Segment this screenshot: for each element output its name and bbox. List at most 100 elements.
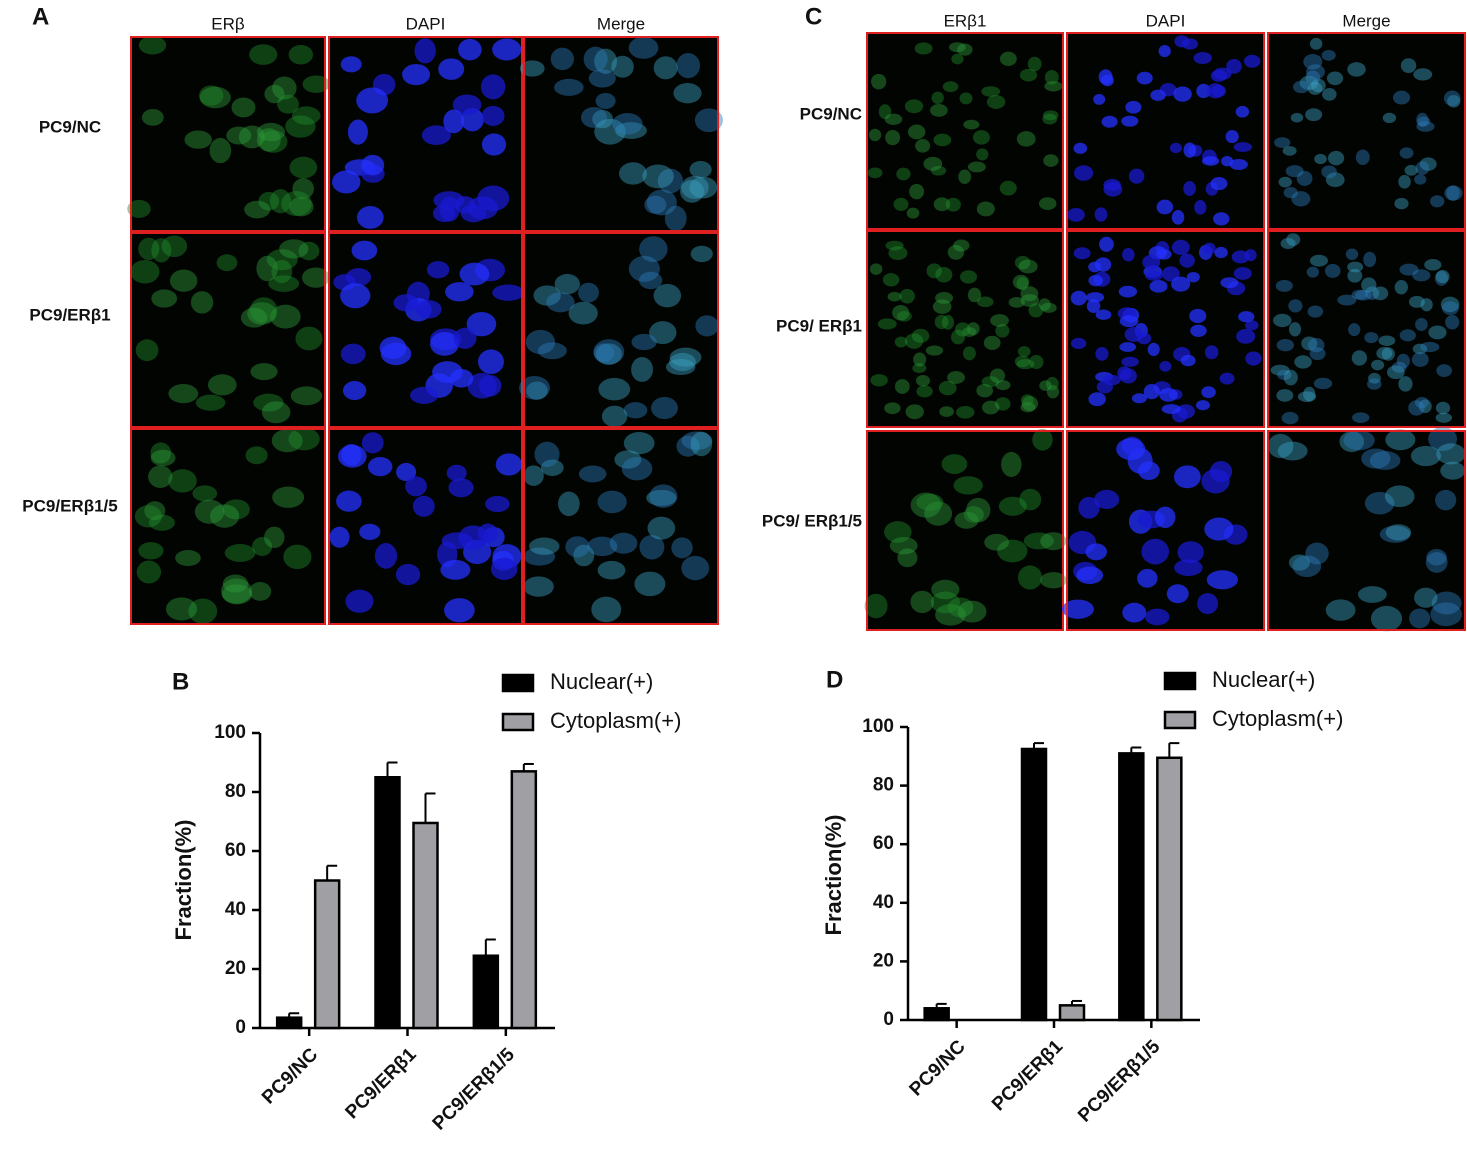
cell — [1288, 299, 1303, 313]
cell — [1186, 271, 1200, 283]
cell — [1158, 44, 1171, 58]
cell — [665, 358, 696, 376]
cell — [184, 130, 212, 149]
cell — [1161, 404, 1181, 414]
cell — [1180, 354, 1196, 367]
cell — [958, 169, 972, 185]
cell — [628, 255, 660, 282]
cell — [165, 597, 198, 621]
cell — [1417, 116, 1431, 127]
cell — [445, 282, 474, 302]
cell — [957, 43, 973, 56]
cell — [995, 324, 1010, 338]
cell — [1088, 392, 1106, 407]
cell — [1174, 35, 1190, 48]
cell — [924, 501, 953, 526]
cell — [221, 578, 252, 604]
cell — [1409, 608, 1431, 629]
cell — [444, 598, 475, 623]
cell — [1276, 389, 1294, 402]
cell — [681, 431, 713, 450]
micrograph — [864, 428, 1067, 631]
cell — [1122, 247, 1135, 262]
cell — [1424, 259, 1442, 271]
cell — [534, 441, 560, 467]
cell — [915, 139, 931, 153]
cell — [1032, 428, 1053, 451]
cell — [1171, 210, 1185, 225]
cell — [283, 544, 312, 570]
cell — [1038, 298, 1051, 311]
cell — [347, 119, 368, 145]
cell — [405, 476, 427, 497]
cell — [207, 374, 237, 396]
cell — [1179, 253, 1195, 268]
cell — [959, 270, 978, 284]
y-tick-label: 0 — [235, 1017, 246, 1038]
cell — [1099, 236, 1114, 252]
cell — [646, 189, 677, 216]
cell — [244, 200, 271, 219]
cell — [1213, 212, 1230, 226]
y-tick-label: 20 — [873, 950, 894, 971]
cell — [249, 297, 278, 323]
cell — [1440, 296, 1460, 313]
cell — [1324, 263, 1341, 278]
cell — [923, 156, 943, 171]
cell — [490, 557, 518, 580]
cell — [1244, 249, 1257, 262]
cell — [916, 385, 933, 398]
cell — [1277, 369, 1292, 381]
bar — [275, 1016, 303, 1030]
cell — [1378, 335, 1396, 346]
cell — [1233, 267, 1252, 280]
cell — [1441, 301, 1459, 315]
cell — [653, 56, 678, 80]
cell — [268, 275, 300, 292]
cell — [1238, 311, 1255, 323]
micrograph-border — [328, 428, 523, 625]
cell — [1411, 352, 1429, 367]
cell — [1093, 93, 1106, 105]
micrograph-bg — [131, 37, 325, 231]
cell — [669, 352, 696, 372]
micrograph-border — [523, 36, 719, 232]
cell — [1396, 353, 1410, 369]
cell — [1214, 246, 1228, 259]
cell — [361, 432, 384, 454]
cell — [1195, 400, 1211, 411]
cell — [954, 511, 979, 529]
cell — [261, 401, 291, 424]
cell — [986, 94, 1006, 109]
cell — [1267, 433, 1294, 459]
cell — [1201, 468, 1230, 494]
cell — [1391, 361, 1407, 373]
cell — [1245, 351, 1262, 366]
cell — [1021, 395, 1039, 411]
cell — [634, 571, 666, 597]
cell — [492, 284, 525, 301]
bar — [374, 776, 401, 1030]
cell — [1042, 113, 1058, 125]
cell — [679, 179, 705, 203]
cell — [1399, 329, 1416, 342]
cell — [1415, 317, 1428, 332]
cell — [1415, 161, 1430, 175]
cell — [1020, 402, 1036, 413]
cell — [1171, 239, 1190, 256]
cell — [1219, 372, 1235, 385]
legend-swatch — [501, 673, 535, 693]
column-label: ERβ — [211, 14, 245, 33]
cell — [1018, 259, 1038, 274]
y-axis-label: Fraction(%) — [821, 815, 846, 936]
cell — [1399, 263, 1419, 276]
cell — [1345, 248, 1359, 261]
cell — [271, 259, 293, 284]
cell — [195, 394, 226, 411]
cell — [1206, 570, 1238, 590]
x-tick-label: PC9/ERβ1/5 — [1074, 1036, 1165, 1127]
cell — [893, 197, 909, 211]
cell — [1276, 338, 1295, 352]
cell — [446, 464, 467, 482]
cell — [910, 590, 935, 614]
